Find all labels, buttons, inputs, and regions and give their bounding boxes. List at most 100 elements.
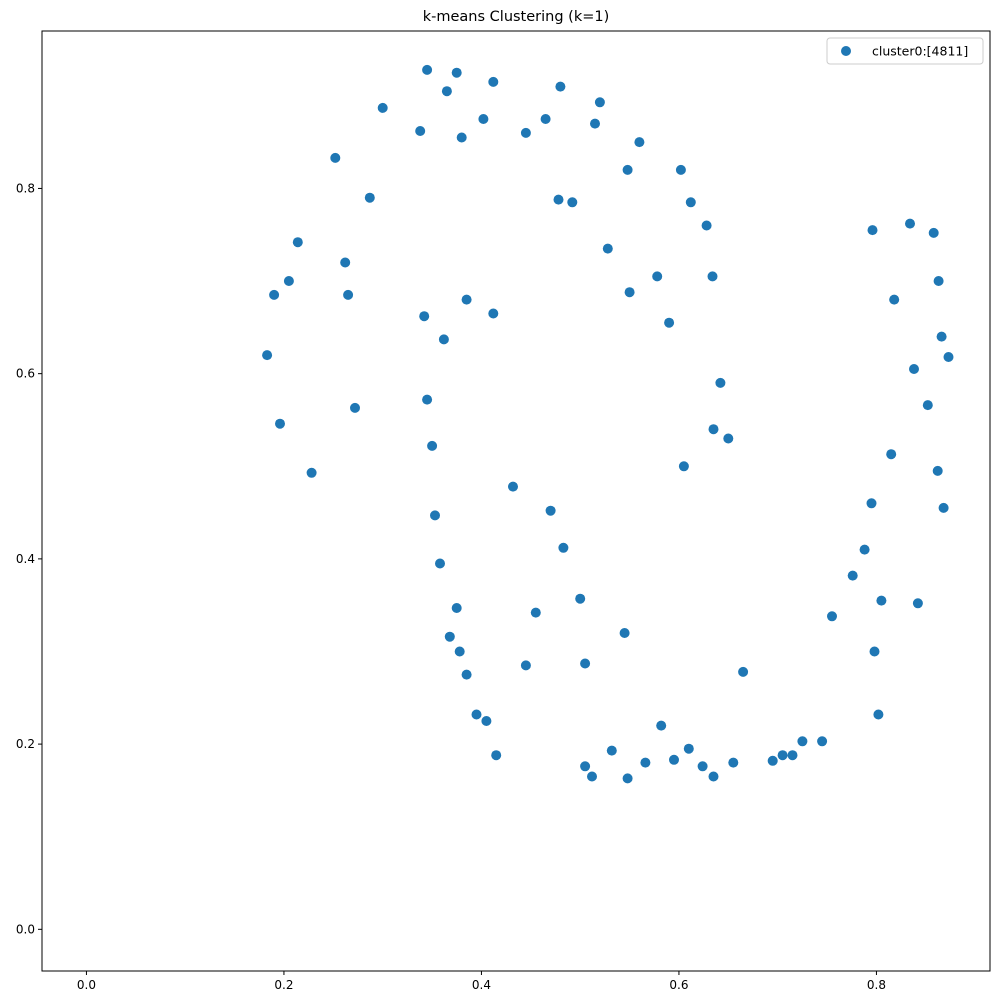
data-point (262, 350, 273, 361)
data-point (461, 294, 472, 305)
data-point (330, 152, 341, 163)
data-point (377, 102, 388, 113)
data-point (622, 164, 633, 175)
data-point (683, 743, 694, 754)
data-point (847, 570, 858, 581)
chart-title: k-means Clustering (k=1) (423, 9, 610, 25)
data-point (652, 271, 663, 282)
data-point (606, 745, 617, 756)
data-point (697, 761, 708, 772)
data-point (435, 558, 445, 569)
data-point (656, 720, 667, 731)
data-point (456, 132, 467, 143)
data-point (867, 225, 878, 236)
data-point (520, 660, 531, 671)
data-point (715, 377, 726, 388)
data-point (922, 400, 933, 411)
data-point (520, 127, 531, 138)
data-point (508, 481, 518, 492)
data-point (438, 334, 449, 345)
data-point (430, 510, 440, 521)
data-point (540, 114, 551, 124)
legend-marker (841, 46, 851, 56)
data-point (567, 197, 578, 208)
data-point (283, 276, 294, 286)
data-point (886, 449, 897, 460)
axis-ticks: 0.0 0.2 0.4 0.6 0.8 0.0 0.2 0.4 0.6 0.8 (16, 181, 886, 992)
data-point (797, 736, 808, 747)
data-point (866, 498, 877, 509)
data-point (575, 593, 586, 604)
data-point (933, 276, 944, 286)
data-point (827, 611, 837, 622)
data-point (873, 709, 884, 720)
data-point (587, 771, 597, 782)
data-point (767, 755, 778, 766)
data-point (619, 628, 630, 638)
data-point (708, 424, 719, 435)
data-point (664, 317, 675, 328)
data-point (364, 192, 375, 203)
data-point (889, 294, 900, 305)
data-point (292, 237, 303, 248)
x-tick-label: 0.8 (867, 978, 886, 992)
data-point (340, 257, 351, 268)
data-point (478, 114, 489, 124)
data-point (530, 607, 541, 618)
x-tick-label: 0.4 (472, 978, 491, 992)
data-point (454, 646, 465, 657)
data-point (909, 364, 919, 374)
data-point (269, 289, 280, 300)
legend-box (826, 37, 984, 65)
data-point (558, 542, 569, 553)
legend: cluster0:[4811] (826, 37, 984, 65)
data-point (350, 402, 360, 413)
data-point (787, 750, 798, 761)
data-point (419, 311, 430, 322)
data-point (817, 736, 828, 747)
data-point (343, 289, 354, 300)
data-point (427, 440, 438, 451)
plot-area (41, 30, 991, 972)
data-point (707, 271, 718, 282)
y-tick-label: 0.4 (16, 552, 35, 566)
data-point (622, 773, 633, 784)
y-tick-label: 0.0 (16, 922, 35, 936)
data-point (624, 287, 635, 298)
data-point (415, 126, 426, 136)
data-point (580, 658, 591, 669)
data-point (675, 164, 686, 175)
x-tick-label: 0.6 (669, 978, 688, 992)
y-tick-label: 0.6 (16, 367, 35, 381)
points-layer (262, 64, 954, 784)
x-tick-label: 0.0 (77, 978, 96, 992)
data-point (553, 194, 564, 205)
data-point (928, 227, 939, 238)
legend-label: cluster0:[4811] (872, 44, 968, 59)
data-point (701, 220, 712, 231)
y-tick-label: 0.2 (16, 737, 35, 751)
data-point (275, 418, 285, 429)
data-point (728, 757, 739, 768)
data-point (738, 666, 749, 677)
data-point (441, 86, 452, 97)
data-point (461, 669, 472, 680)
data-point (590, 118, 600, 129)
data-point (932, 465, 943, 476)
data-point (640, 757, 651, 768)
data-point (451, 603, 462, 613)
data-point (685, 197, 696, 208)
data-point (444, 631, 455, 642)
data-point (488, 76, 499, 87)
data-point (555, 81, 566, 92)
data-point (876, 595, 887, 606)
data-point (936, 331, 947, 342)
data-point (422, 394, 433, 405)
data-point (869, 646, 880, 657)
data-point (777, 750, 788, 761)
x-tick-label: 0.2 (274, 978, 293, 992)
data-point (545, 505, 556, 516)
data-point (938, 502, 949, 513)
